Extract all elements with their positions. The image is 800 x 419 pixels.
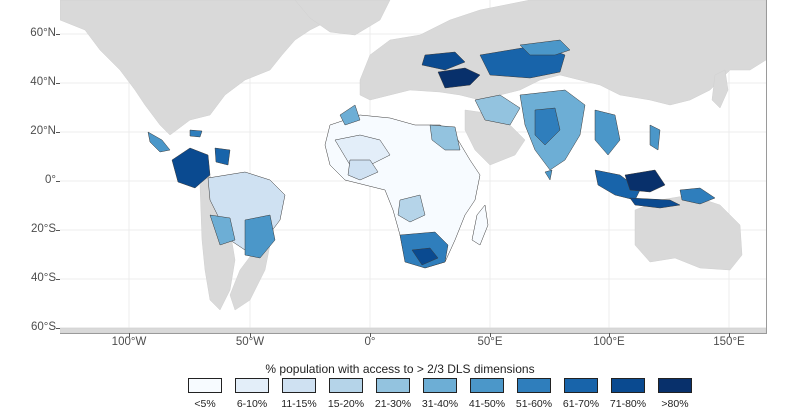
lon-label: 50°W (235, 336, 265, 348)
lat-label: 0° (45, 174, 56, 186)
lat-label: 60°S (30, 321, 56, 333)
turkey-region (437, 67, 481, 89)
map-panel (60, 0, 767, 334)
legend-label: 41-50% (468, 398, 506, 410)
lat-tick (56, 181, 60, 182)
lat-label: 20°S (30, 223, 56, 235)
legend-item: 41-50% (466, 378, 508, 410)
iran-region (474, 94, 521, 126)
lat-tick (56, 279, 60, 280)
lon-label: 100°E (593, 336, 625, 348)
lat-label: 40°S (30, 272, 56, 284)
venezuela-region (214, 147, 231, 166)
japan-landmass (711, 69, 729, 109)
legend-swatch (329, 378, 363, 393)
lon-label: 150°E (713, 336, 745, 348)
legend-item: 61-70% (560, 378, 602, 410)
central-africa-region (397, 194, 426, 223)
legend-title: % population with access to > 2/3 DLS di… (265, 362, 535, 376)
legend-item: 71-80% (607, 378, 649, 410)
legend-item: 11-15% (278, 378, 320, 410)
central-asia-north-region (519, 39, 571, 56)
legend-swatch (517, 378, 551, 393)
philippines-region (649, 124, 661, 151)
indochina-region (594, 109, 621, 156)
lon-tick (609, 333, 610, 337)
lon-tick (129, 333, 130, 337)
north-america-landmass (60, 0, 341, 136)
legend-item: 31-40% (419, 378, 461, 410)
legend-item: 6-10% (231, 378, 273, 410)
lon-label: 50°E (477, 336, 503, 348)
south-america-south-landmass (229, 244, 271, 311)
legend-swatch (470, 378, 504, 393)
lat-tick (56, 328, 60, 329)
legend-label: 6-10% (236, 398, 268, 410)
india-center-region (534, 107, 561, 146)
madagascar-region (471, 204, 489, 246)
lat-label: 40°N (30, 76, 56, 88)
legend-label: 11-15% (281, 398, 317, 410)
antarctica-edge (60, 327, 766, 333)
legend-item: 21-30% (372, 378, 414, 410)
central-america-region (147, 131, 171, 153)
lat-tick (56, 83, 60, 84)
legend-label: 15-20% (327, 398, 365, 410)
legend-swatch (611, 378, 645, 393)
legend-item: 15-20% (325, 378, 367, 410)
egypt-region (429, 124, 461, 151)
colombia-region (171, 147, 211, 189)
dls-regions (147, 39, 716, 269)
legend-swatch (658, 378, 692, 393)
lon-tick (250, 333, 251, 337)
legend-label: 61-70% (562, 398, 600, 410)
brazil-south-region (244, 214, 276, 259)
lon-tick (370, 333, 371, 337)
java-region (629, 197, 681, 209)
papua-region (679, 187, 716, 205)
legend-item: <5% (184, 378, 226, 410)
legend-label: 71-80% (609, 398, 647, 410)
legend-item: >80% (654, 378, 696, 410)
legend-swatch (423, 378, 457, 393)
morocco-region (339, 104, 361, 126)
caribbean-region (189, 129, 203, 138)
lon-tick (729, 333, 730, 337)
lon-label: 0° (364, 336, 376, 348)
greenland-landmass (294, 0, 391, 36)
legend-label: 51-60% (515, 398, 553, 410)
lat-tick (56, 132, 60, 133)
legend: <5% 6-10% 11-15% 15-20% 21-30% 31-40% 41… (184, 378, 696, 410)
legend-label: 31-40% (421, 398, 459, 410)
legend-swatch (376, 378, 410, 393)
legend-swatch (235, 378, 269, 393)
legend-item: 51-60% (513, 378, 555, 410)
legend-swatch (282, 378, 316, 393)
world-map (60, 0, 766, 333)
nigeria-region (347, 159, 379, 181)
lon-label: 100°W (111, 336, 147, 348)
lon-tick (490, 333, 491, 337)
legend-label: >80% (661, 398, 689, 410)
legend-swatch (188, 378, 222, 393)
legend-label: 21-30% (374, 398, 412, 410)
lat-label: 60°N (30, 27, 56, 39)
lat-tick (56, 34, 60, 35)
legend-label: <5% (194, 398, 216, 410)
legend-swatch (564, 378, 598, 393)
sri-lanka-region (544, 169, 553, 181)
lat-label: 20°N (30, 125, 56, 137)
lat-tick (56, 230, 60, 231)
bolivia-region (209, 214, 236, 246)
borneo-region (624, 169, 666, 193)
south-africa-east-region (411, 247, 439, 266)
ukraine-region (421, 51, 466, 71)
